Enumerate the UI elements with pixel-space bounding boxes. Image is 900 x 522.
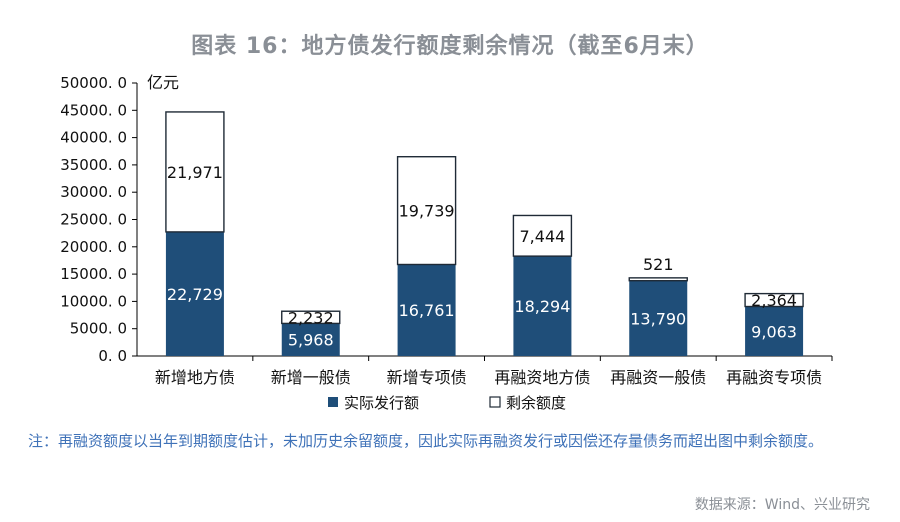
bar-remaining <box>512 214 573 257</box>
x-category-label: 新增一般债 <box>271 368 351 387</box>
y-tick-label: 45000. 0 <box>60 101 127 119</box>
bar-remaining <box>744 292 804 308</box>
data-label-issued: 16,761 <box>399 301 455 320</box>
y-tick-label: 35000. 0 <box>60 156 127 174</box>
data-label-remaining: 7,444 <box>520 227 566 246</box>
bar-remaining <box>165 111 225 233</box>
bar-issued <box>397 264 456 356</box>
y-tick-label: 15000. 0 <box>60 265 127 283</box>
x-category-label: 新增专项债 <box>387 368 467 387</box>
y-tick-label: 5000. 0 <box>70 320 127 338</box>
y-tick-label: 30000. 0 <box>60 183 127 201</box>
bar-issued <box>281 323 340 356</box>
data-source: 数据来源：Wind、兴业研究 <box>694 497 870 513</box>
chart-title: 图表 16：地方债发行额度剩余情况（截至6月末） <box>191 34 709 59</box>
y-axis-unit-label: 亿元 <box>147 73 179 92</box>
y-tick-label: 50000. 0 <box>60 74 127 92</box>
data-label-remaining: 521 <box>643 255 674 274</box>
data-label-remaining: 19,739 <box>399 202 455 221</box>
data-label-issued: 5,968 <box>288 331 334 350</box>
x-category-label: 再融资一般债 <box>610 368 706 387</box>
data-label-issued: 13,790 <box>630 309 686 328</box>
bar-issued <box>629 280 688 356</box>
y-tick-label: 0. 0 <box>98 347 127 365</box>
bar-issued <box>513 256 572 356</box>
x-category-label: 再融资专项债 <box>726 368 822 387</box>
data-label-remaining: 2,232 <box>288 308 334 327</box>
y-tick-label: 10000. 0 <box>60 292 127 310</box>
data-label-issued: 22,729 <box>167 285 223 304</box>
legend-label-remaining: 剩余额度 <box>506 394 566 412</box>
bar-remaining <box>396 156 457 266</box>
legend-swatch-issued <box>328 397 338 407</box>
data-label-remaining: 21,971 <box>167 163 223 182</box>
bar-issued <box>165 231 224 356</box>
legend-swatch-remaining <box>489 396 501 408</box>
bar-remaining <box>281 310 341 325</box>
legend-label-issued: 实际发行额 <box>344 394 419 412</box>
x-category-label: 再融资地方债 <box>494 368 590 387</box>
data-label-remaining: 2,364 <box>751 291 797 310</box>
data-label-issued: 9,063 <box>751 322 797 341</box>
bar-remaining <box>628 277 688 282</box>
y-tick-label: 20000. 0 <box>60 238 127 256</box>
bar-issued <box>745 306 804 356</box>
data-label-issued: 18,294 <box>514 297 570 316</box>
y-tick-label: 40000. 0 <box>60 129 127 147</box>
x-category-label: 新增地方债 <box>155 368 235 387</box>
y-tick-label: 25000. 0 <box>60 211 127 229</box>
chart-note: 注：再融资额度以当年到期额度估计，未加历史余留额度，因此实际再融资发行或因偿还存… <box>28 432 824 450</box>
